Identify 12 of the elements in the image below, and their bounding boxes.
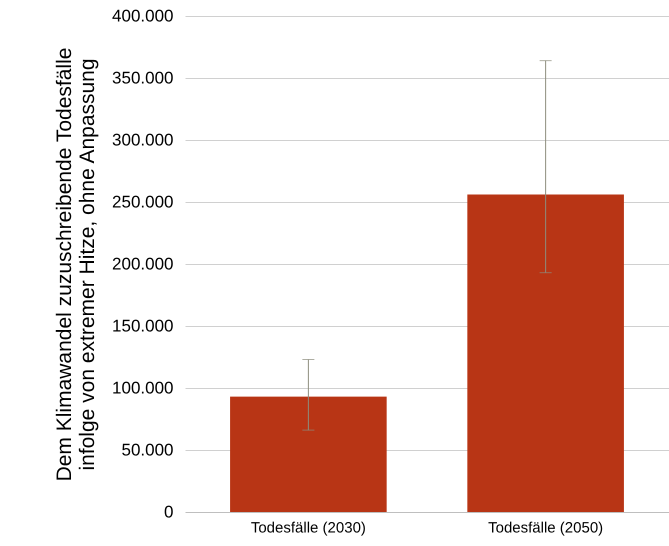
y-tick-label: 150.000: [112, 316, 174, 336]
x-tick-label: Todesfälle (2050): [488, 520, 604, 536]
x-tick-label: Todesfälle (2030): [250, 520, 366, 536]
y-tick-label: 0: [164, 502, 174, 522]
y-tick-label: 250.000: [112, 192, 174, 212]
y-tick-label: 300.000: [112, 130, 174, 150]
y-tick-label: 100.000: [112, 378, 174, 398]
y-tick-label: 350.000: [112, 68, 174, 88]
y-axis-title: Dem Klimawandel zuzuschreibende Todesfälle infolge von extremer Hitze, ohne Anpassung: [53, 48, 100, 482]
y-tick-label: 50.000: [122, 440, 174, 460]
y-tick-label: 200.000: [112, 254, 174, 274]
y-tick-label: 400.000: [112, 6, 174, 26]
